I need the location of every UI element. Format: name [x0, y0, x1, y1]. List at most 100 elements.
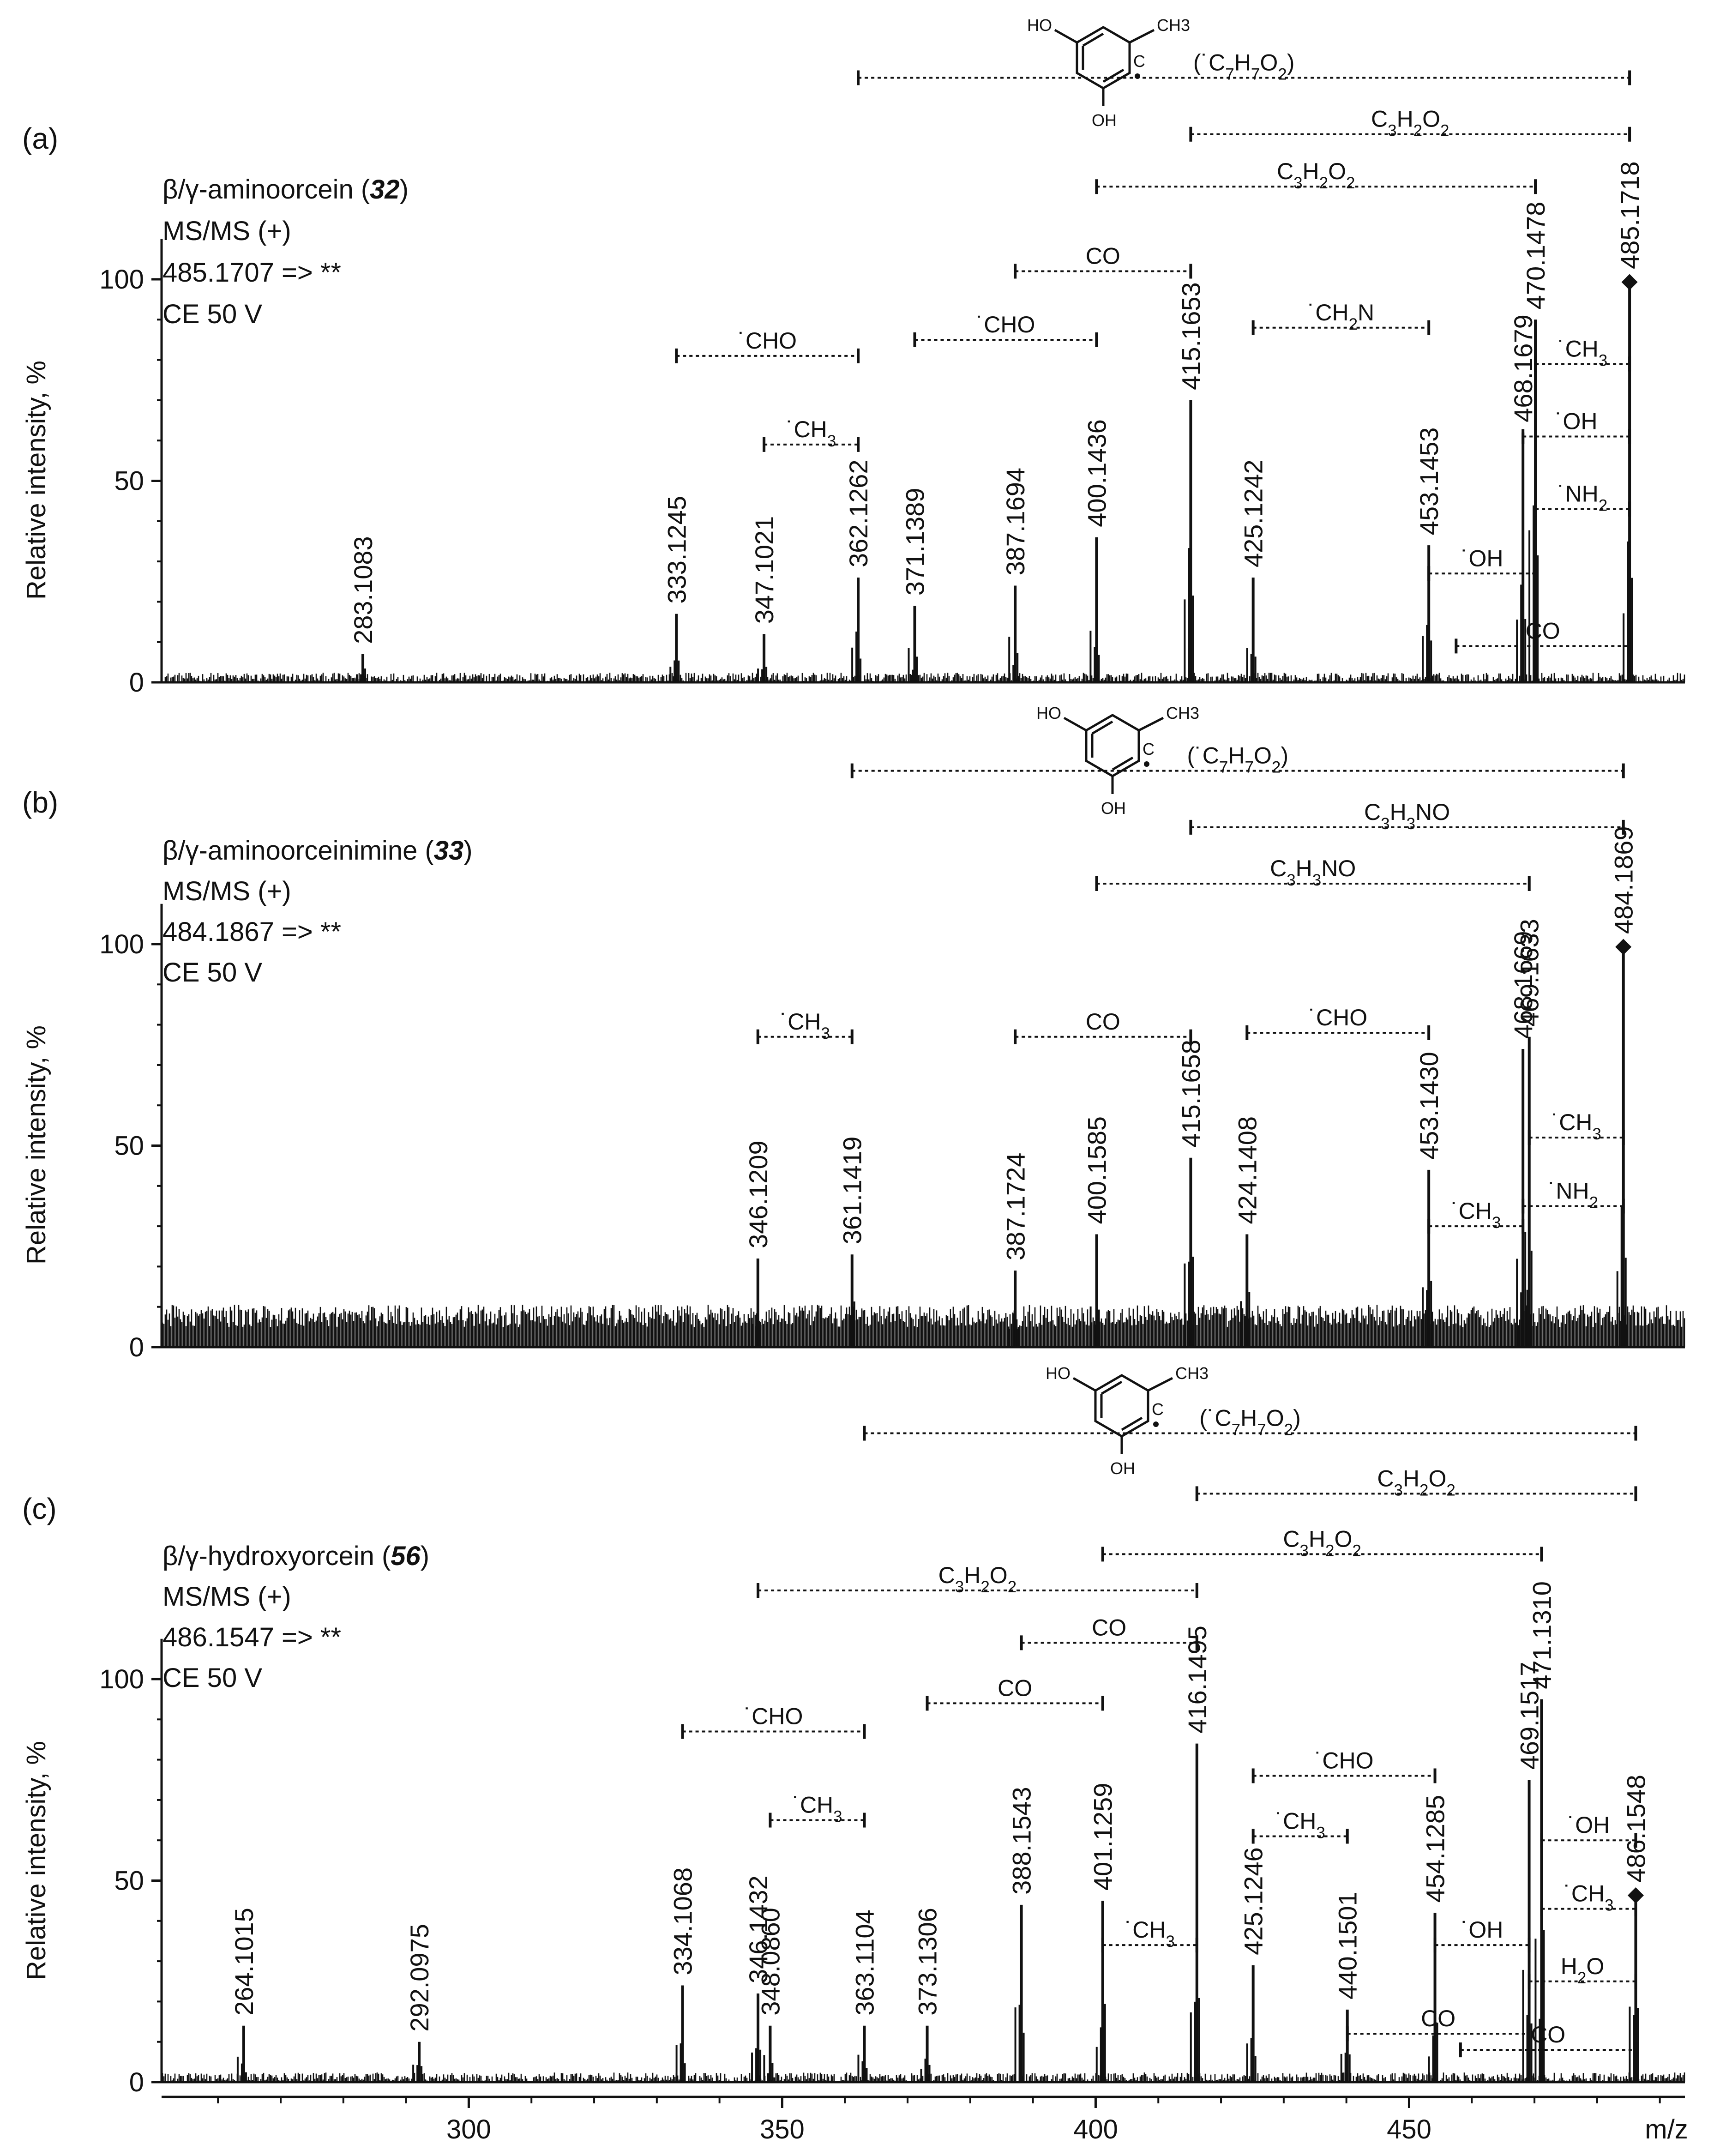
peak-label: 440.1501: [1333, 1891, 1362, 1999]
y-tick-label: 100: [99, 265, 144, 295]
peak-label: 361.1419: [838, 1137, 867, 1245]
loss-label: ˙CH3: [1451, 1198, 1501, 1232]
y-tick-label: 0: [129, 668, 144, 698]
loss-label: C3H3NO: [1364, 799, 1450, 833]
precursor-transition: 485.1707 => **: [162, 258, 341, 288]
collision-energy: CE 50 V: [162, 1663, 262, 1693]
peak-label: 347.1021: [750, 516, 779, 624]
neutral-loss-annotations-a: (˙C7H7O2) C3H2O2 C3H2O2 CO ˙CHO ˙CHO ˙CH2N ˙CH3…: [675, 50, 1631, 654]
x-tick-label: 350: [760, 2114, 805, 2144]
peak-label: 388.1543: [1007, 1787, 1036, 1895]
peak-label: 454.1285: [1421, 1795, 1450, 1903]
precursor-transition: 486.1547 => **: [162, 1622, 341, 1652]
loss-label: ˙CH3: [1552, 1109, 1601, 1143]
x-tick-label: 300: [446, 2114, 491, 2144]
precursor-marker: ◆: [1615, 933, 1632, 957]
peak-label: 371.1389: [901, 488, 930, 596]
peak-label: 468.1669: [1509, 931, 1538, 1039]
spectrum-c: [162, 1699, 1685, 2082]
loss-label: CO: [1531, 2022, 1565, 2048]
collision-energy: CE 50 V: [162, 958, 262, 988]
loss-label: C3H2O2: [1371, 106, 1449, 140]
svg-text:C: C: [1133, 52, 1145, 71]
loss-label: ˙CHO: [1308, 1005, 1367, 1030]
peak-label: 401.1259: [1089, 1783, 1118, 1891]
loss-label: ˙CH3: [1275, 1808, 1325, 1842]
peak-label: 486.1548: [1621, 1775, 1650, 1883]
precursor-marker: ◆: [1621, 268, 1638, 292]
peak-label: 400.1436: [1082, 419, 1111, 527]
noise-floor: [162, 2072, 1685, 2082]
x-tick-label: 450: [1387, 2114, 1431, 2144]
svg-text:OH: OH: [1110, 1459, 1135, 1478]
loss-label: ˙CH3: [780, 1009, 830, 1042]
peak-labels-a: 283.1083 333.1245 347.1021 362.1262 371.1389…: [349, 161, 1644, 644]
peak-label: 453.1430: [1414, 1052, 1443, 1160]
y-tick-label: 0: [129, 2067, 144, 2097]
y-axis-label: Relative intensity, %: [21, 1025, 51, 1265]
peak-label: 292.0975: [405, 1924, 434, 2032]
svg-text:CH3: CH3: [1157, 16, 1190, 35]
svg-text:C: C: [1143, 740, 1155, 759]
peak-label: 334.1068: [668, 1867, 698, 1975]
y-tick-label: 50: [114, 1866, 144, 1896]
loss-label: CO: [1092, 1614, 1126, 1640]
loss-label: ˙OH: [1568, 1812, 1610, 1838]
loss-label: ˙CHO: [976, 312, 1035, 337]
compound-name: β/γ-aminoorcein (32): [162, 175, 409, 205]
panel-b: (b) β/γ-aminoorceinimine (33) MS/MS (+) …: [21, 704, 1685, 1362]
loss-label: C3H2O2: [1277, 158, 1355, 192]
loss-label: C3H3NO: [1270, 855, 1356, 889]
noise-floor: [162, 1305, 1685, 1347]
panel-a: (a) β/γ-aminoorcein (32) MS/MS (+) 485.1…: [21, 16, 1685, 698]
svg-text:OH: OH: [1101, 799, 1126, 818]
loss-label: CO: [998, 1675, 1032, 1701]
peak-label: 373.1306: [913, 1908, 942, 2016]
ms-mode: MS/MS (+): [162, 1582, 291, 1612]
peak-label: 387.1724: [1001, 1153, 1030, 1261]
y-tick-label: 100: [99, 929, 144, 959]
molecule-structure: HO CH3 OH C: [1046, 1364, 1209, 1478]
loss-label: ˙OH: [1461, 545, 1504, 571]
axes-a: 0 50 100: [99, 239, 1685, 698]
collision-energy: CE 50 V: [162, 299, 262, 329]
peak-label: 346.1209: [744, 1140, 773, 1248]
peak-label: 283.1083: [349, 536, 378, 644]
noise-floor: [162, 673, 1685, 682]
loss-label: ˙CHO: [744, 1703, 803, 1729]
loss-label: ˙CHO: [1315, 1748, 1374, 1774]
y-tick-label: 50: [114, 466, 144, 496]
panel-letter: (c): [22, 1492, 57, 1525]
loss-label: (˙C7H7O2): [1187, 743, 1288, 777]
panel-c: (c) β/γ-hydroxyorcein (56) MS/MS (+) 486…: [21, 1364, 1685, 2097]
loss-label: ˙CH3: [1564, 1881, 1613, 1915]
peak-label: 264.1015: [229, 1908, 259, 2016]
loss-label: (˙C7H7O2): [1193, 50, 1295, 84]
loss-label: ˙CH2N: [1308, 300, 1374, 333]
peak-label: 415.1653: [1176, 282, 1205, 390]
loss-label: ˙CHO: [738, 328, 797, 354]
svg-text:HO: HO: [1046, 1364, 1070, 1383]
loss-label: ˙OH: [1555, 408, 1598, 434]
svg-text:OH: OH: [1092, 111, 1117, 130]
loss-label: CO: [1526, 618, 1560, 644]
y-tick-label: 100: [99, 1664, 144, 1694]
peak-label: 333.1245: [662, 496, 691, 604]
peak-label: 363.1104: [850, 1909, 879, 2015]
peak-label: 469.1517: [1515, 1662, 1544, 1770]
loss-label: ˙NH2: [1548, 1178, 1598, 1211]
peak-labels-b: 346.1209 361.1419 387.1724 400.1585 415.1658…: [744, 826, 1638, 1260]
loss-label: ˙NH2: [1558, 481, 1607, 515]
peak-label: 469.1633: [1515, 919, 1544, 1027]
svg-text:HO: HO: [1027, 16, 1052, 35]
peak-label: 425.1242: [1239, 459, 1268, 567]
neutral-loss-annotations-c: (˙C7H7O2) C3H2O2 C3H2O2 C3H2O2 CO CO ˙CHO ˙CHO ˙…: [681, 1405, 1637, 2058]
peak-label: 387.1694: [1001, 468, 1030, 576]
ms-mode: MS/MS (+): [162, 876, 291, 906]
loss-label: ˙CH3: [786, 416, 836, 450]
peak-labels-c: 264.1015 292.0975 334.1068 346.1432348.0860…: [229, 1581, 1651, 2032]
svg-text:C: C: [1152, 1400, 1164, 1419]
loss-label: H2O: [1561, 1953, 1604, 1987]
peak-label: 362.1262: [844, 459, 873, 567]
compound-name: β/γ-hydroxyorcein (56): [162, 1541, 429, 1571]
